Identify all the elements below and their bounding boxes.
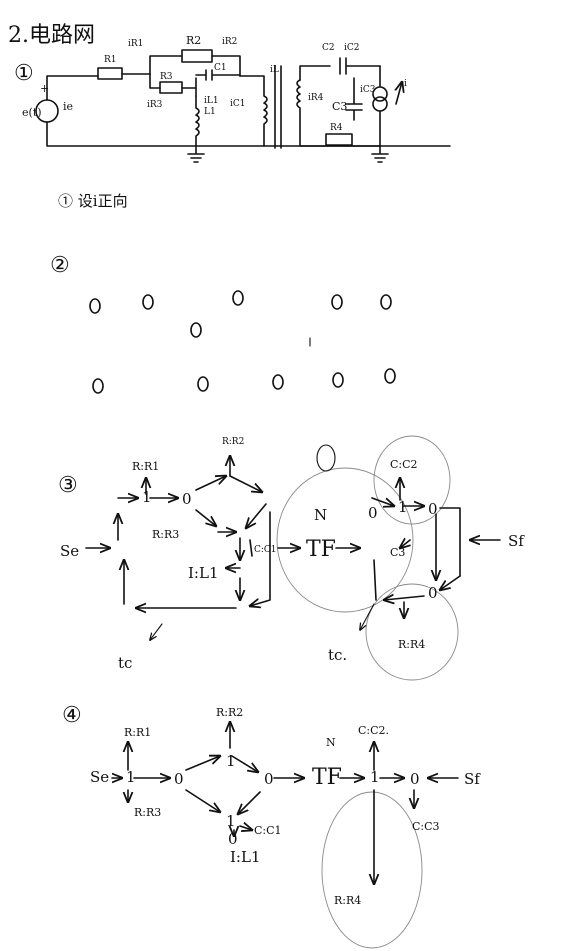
- label-r1: R:R1: [132, 460, 159, 473]
- node: [142, 294, 154, 310]
- label-r3: R:R3: [134, 806, 161, 819]
- label-r1: R:R1: [124, 726, 151, 739]
- ir4-label: iR4: [308, 93, 324, 103]
- resistor-r1: [97, 67, 123, 80]
- ic3-label: iC3: [360, 85, 376, 95]
- current-source-symbol: [372, 86, 388, 102]
- node: [197, 376, 209, 392]
- junction-1: 1: [226, 752, 236, 770]
- label-n: N: [326, 736, 336, 749]
- label-se: Se: [60, 542, 79, 560]
- junction-1: 1: [398, 498, 408, 516]
- source-current-label: ie: [63, 100, 73, 113]
- label-se: Se: [90, 768, 109, 786]
- label-tc-left: tc: [118, 654, 132, 672]
- node: [190, 322, 202, 338]
- c1-label: C1: [214, 63, 227, 73]
- r1-label: R1: [104, 55, 117, 65]
- label-c3: C:C3: [412, 820, 440, 833]
- junction-0: 0: [182, 490, 192, 508]
- junction-1: 1: [126, 768, 136, 786]
- section-1-number: ①: [14, 61, 34, 86]
- junction-0: 0: [368, 504, 378, 522]
- ir3-label: iR3: [147, 100, 163, 110]
- junction-1: 1: [142, 488, 152, 506]
- label-r2: R:R2: [222, 437, 244, 447]
- node: [92, 378, 104, 394]
- junction-0: 0: [228, 830, 238, 848]
- node-layout: [89, 290, 396, 394]
- source-plus-sign: +: [40, 82, 49, 95]
- label-tc-right: tc.: [328, 646, 347, 664]
- section-4-number: ④: [62, 703, 82, 728]
- annotation-loop: [276, 467, 414, 613]
- junction-0: 0: [428, 584, 438, 602]
- label-i1: I:L1: [188, 564, 218, 582]
- annotation-loop: [316, 444, 336, 472]
- label-tf: TF: [312, 765, 342, 790]
- resistor-r4: [325, 133, 353, 146]
- il1-label: iL1: [204, 96, 219, 106]
- bond-graph-draft: R:R1 R:R2 R:R3 C:C1 I:L1 Se N TF C:C2 C3…: [60, 435, 525, 681]
- label-sf: Sf: [508, 532, 525, 550]
- annotation-loop: [373, 435, 451, 525]
- label-c3: C3: [390, 546, 405, 559]
- resistor-r2: [181, 49, 213, 63]
- c2-label: C2: [322, 43, 335, 53]
- section-1-caption: ① 设i正向: [58, 192, 128, 210]
- page-title: 2.电路网: [8, 23, 95, 48]
- label-c1: C:C1: [254, 545, 277, 555]
- node: [272, 374, 284, 390]
- r2-label: R2: [186, 34, 201, 47]
- node: [380, 294, 392, 310]
- junction-0: 0: [264, 770, 274, 788]
- ir2-label: iR2: [222, 37, 237, 47]
- section-3-number: ③: [58, 473, 78, 498]
- bond-graph-final: R:R1 R:R2 R:R3 C:C1 I:L1 Se N TF C:C2. C…: [90, 706, 481, 949]
- junction-1: 1: [226, 812, 236, 830]
- r4-label: R4: [330, 123, 343, 133]
- r3-label: R3: [160, 72, 173, 82]
- i-label: i: [404, 79, 407, 89]
- node: [232, 290, 244, 306]
- junction-0: 0: [410, 770, 420, 788]
- label-c2: C:C2.: [358, 724, 389, 737]
- label-r3: R:R3: [152, 528, 179, 541]
- l1-label: L1: [204, 107, 216, 117]
- ic1-label: iC1: [230, 99, 246, 109]
- node: [332, 372, 344, 388]
- section-2-number: ②: [50, 253, 70, 278]
- label-r2: R:R2: [216, 706, 243, 719]
- label-r4: R:R4: [334, 894, 361, 907]
- annotation-loop: [365, 583, 459, 681]
- circuit-schematic: + e(t) ie R1 iR1 R2 iR2 R3 iR3 C1 iC1 L1…: [22, 34, 451, 163]
- label-sf: Sf: [464, 770, 481, 788]
- label-tf: TF: [306, 537, 336, 562]
- junction-0: 0: [428, 500, 438, 518]
- label-c2: C:C2: [390, 458, 418, 471]
- junction-1: 1: [370, 768, 380, 786]
- junction-0: 0: [174, 770, 184, 788]
- label-i1: I:L1: [230, 848, 260, 866]
- node: [384, 368, 396, 384]
- source-label: e(t): [22, 106, 42, 119]
- resistor-r3: [159, 81, 183, 94]
- c3-label: C3: [332, 100, 347, 113]
- node: [89, 298, 101, 314]
- node: [331, 294, 343, 310]
- label-r4: R:R4: [398, 638, 425, 651]
- ic2-label: iC2: [344, 43, 360, 53]
- ir1-label: iR1: [128, 39, 143, 49]
- label-n: N: [314, 506, 327, 524]
- label-c1: C:C1: [254, 824, 282, 837]
- annotation-loop: [321, 791, 423, 949]
